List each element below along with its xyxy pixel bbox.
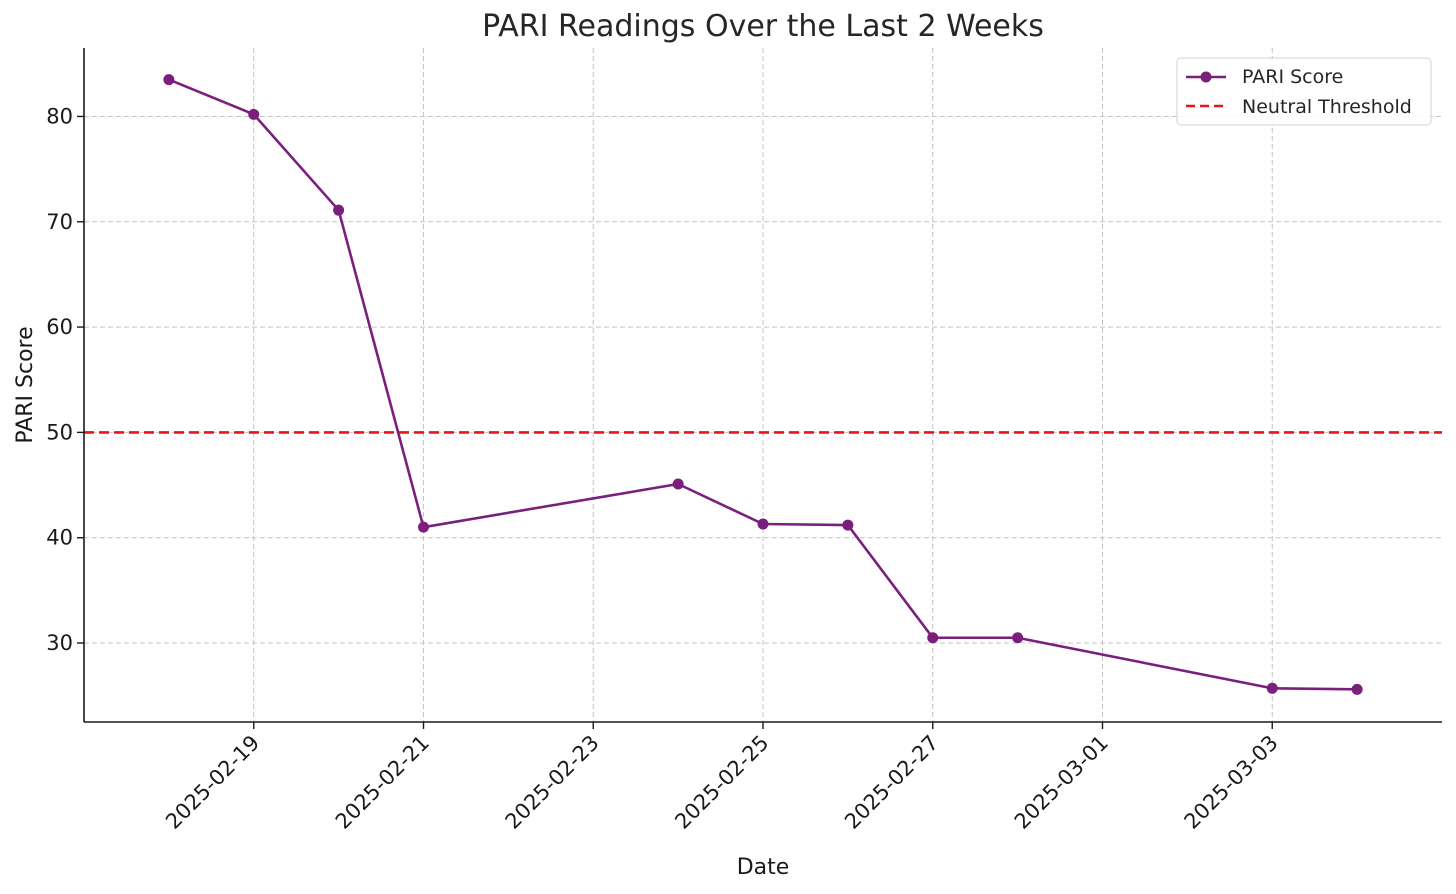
data-point <box>1351 683 1363 695</box>
y-tick-label: 30 <box>46 631 73 655</box>
x-tick-label: 2025-02-27 <box>840 731 943 834</box>
series <box>163 74 1363 695</box>
y-tick-label: 60 <box>46 315 73 339</box>
x-axis-title: Date <box>737 855 790 880</box>
data-point <box>672 478 684 490</box>
grid <box>84 48 1442 722</box>
chart-title: PARI Readings Over the Last 2 Weeks <box>482 9 1044 44</box>
legend-label-pari-score: PARI Score <box>1242 66 1343 88</box>
data-point <box>757 518 769 530</box>
y-tick-label: 80 <box>46 104 73 128</box>
y-axis-title: PARI Score <box>13 326 38 443</box>
x-tick-label: 2025-02-19 <box>161 731 264 834</box>
x-tick-label: 2025-02-23 <box>501 731 604 834</box>
data-point <box>333 204 345 216</box>
y-axis-ticks: 30 40 50 60 70 80 <box>46 104 84 655</box>
data-point <box>163 74 175 86</box>
x-axis-ticks: 2025-02-19 2025-02-21 2025-02-23 2025-02-25… <box>161 722 1283 834</box>
x-tick-label: 2025-03-03 <box>1180 731 1283 834</box>
y-tick-label: 50 <box>46 420 73 444</box>
legend-series-marker <box>1200 71 1212 83</box>
y-tick-label: 70 <box>46 210 73 234</box>
data-point <box>842 519 854 531</box>
legend-box <box>1176 57 1432 126</box>
x-tick-label: 2025-03-01 <box>1010 731 1113 834</box>
x-tick-label: 2025-02-21 <box>331 731 434 834</box>
data-point <box>927 632 939 644</box>
data-point <box>1266 682 1278 694</box>
x-tick-label: 2025-02-25 <box>670 731 773 834</box>
data-point <box>1012 632 1024 644</box>
y-tick-label: 40 <box>46 526 73 550</box>
data-point <box>418 521 429 533</box>
data-point <box>248 108 260 120</box>
legend-label-neutral-threshold: Neutral Threshold <box>1242 96 1412 118</box>
legend: PARI Score Neutral Threshold <box>1176 57 1432 126</box>
